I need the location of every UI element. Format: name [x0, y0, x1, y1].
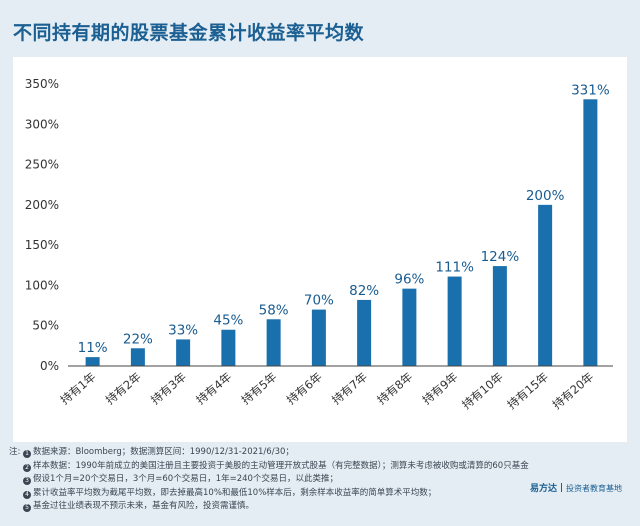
- x-tick-label: 持有5年: [239, 370, 280, 408]
- footnote-2: 2 样本数据：1990年前成立的美国注册且主要投资于美股的主动管理开放式股基（有完…: [9, 460, 529, 474]
- data-label: 22%: [123, 331, 153, 347]
- y-tick-label: 250%: [25, 158, 59, 172]
- bar: [221, 329, 236, 366]
- x-tick-label: 持有10年: [459, 370, 506, 412]
- footnote-4: 4 累计收益率平均数为截尾平均数，即去掉最高10%和最低10%样本后，剩余样本收益…: [9, 487, 529, 501]
- bar: [85, 357, 100, 366]
- data-label: 124%: [481, 249, 520, 265]
- page-title: 不同持有期的股票基金累计收益率平均数: [13, 22, 365, 44]
- brand-divider: [561, 483, 563, 492]
- bar: [266, 319, 281, 366]
- data-label: 200%: [526, 188, 565, 204]
- y-tick-label: 50%: [32, 319, 59, 333]
- data-label: 58%: [259, 302, 289, 318]
- data-label: 331%: [571, 82, 610, 98]
- footnote-marker: 2: [23, 463, 31, 472]
- footnote-text: 假设1个月=20个交易日，3个月=60个交易日，1年=240个交易日，以此类推；: [33, 474, 338, 485]
- x-tick-label: 持有3年: [148, 370, 189, 408]
- footnote-text: 累计收益率平均数为截尾平均数，即去掉最高10%和最低10%样本后，剩余样本收益率…: [33, 487, 437, 498]
- x-tick-label: 持有9年: [420, 370, 461, 408]
- bar: [176, 339, 191, 366]
- y-tick-label: 150%: [25, 238, 59, 252]
- y-tick-label: 100%: [25, 278, 59, 292]
- data-label: 96%: [394, 272, 424, 288]
- footnote-marker: 1: [23, 450, 31, 458]
- data-label: 33%: [168, 322, 198, 338]
- data-label: 82%: [349, 283, 379, 299]
- bar: [357, 299, 372, 366]
- bar-chart: 0% 50% 100% 150% 200% 250% 300% 350% 11% 持有1年 22% 持…: [25, 77, 613, 412]
- footnote-text: 样本数据：1990年前成立的美国注册且主要投资于美股的主动管理开放式股基（有完整…: [33, 460, 529, 471]
- data-label: 111%: [435, 260, 474, 276]
- footnote-marker: 3: [23, 477, 31, 486]
- x-tick-label: 持有20年: [550, 370, 597, 412]
- y-tick-label: 350%: [25, 77, 59, 91]
- footnote-3: 3 假设1个月=20个交易日，3个月=60个交易日，1年=240个交易日，以此类推…: [9, 473, 529, 487]
- chart-panel: 0% 50% 100% 150% 200% 250% 300% 350% 11% 持有1年 22% 持…: [13, 57, 627, 442]
- x-tick-label: 持有15年: [504, 370, 551, 412]
- footnote-marker: 5: [23, 504, 31, 513]
- x-tick-label: 持有6年: [284, 370, 325, 408]
- footnotes: 注: 1 数据来源：Bloomberg；数据测算区间：1990/12/31-2021…: [9, 446, 529, 514]
- x-tick-label: 持有4年: [193, 370, 234, 408]
- footnote-text: 数据来源：Bloomberg；数据测算区间：1990/12/31-2021/6/…: [33, 447, 294, 457]
- x-tick-label: 持有7年: [329, 370, 370, 408]
- x-tick-label: 持有8年: [374, 370, 415, 408]
- bar: [130, 348, 145, 366]
- bar: [402, 288, 417, 366]
- data-label: 11%: [78, 340, 108, 356]
- y-tick-label: 300%: [25, 117, 59, 131]
- bar: [583, 99, 598, 367]
- y-tick-label: 0%: [40, 359, 59, 373]
- footnote-marker: 4: [23, 490, 31, 499]
- x-tick-label: 持有2年: [103, 370, 144, 408]
- brand-logo: 易方达: [530, 484, 558, 494]
- brand-mark: 易方达 投资者教育基地: [530, 481, 622, 494]
- bar: [492, 266, 507, 366]
- footnote-1: 注: 1 数据来源：Bloomberg；数据测算区间：1990/12/31-2021…: [9, 446, 529, 460]
- brand-tagline: 投资者教育基地: [566, 484, 623, 493]
- x-tick-label: 持有1年: [58, 370, 99, 408]
- footnote-prefix: 注:: [9, 447, 21, 457]
- footnote-5: 5 基金过往业绩表现不预示未来，基金有风险，投资需谨慎。: [9, 500, 529, 514]
- y-tick-label: 200%: [25, 198, 59, 212]
- data-label: 70%: [304, 293, 334, 309]
- footnote-text: 基金过往业绩表现不预示未来，基金有风险，投资需谨慎。: [33, 501, 255, 512]
- bar: [447, 276, 462, 366]
- data-label: 45%: [213, 313, 243, 329]
- bar: [538, 204, 553, 366]
- bar: [311, 309, 326, 366]
